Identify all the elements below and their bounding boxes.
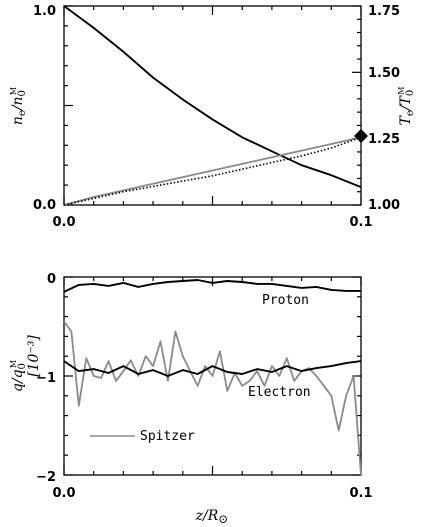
- temperature-marker-diamond: [354, 129, 368, 144]
- top-y2-tick-label: 1.00: [368, 198, 400, 213]
- spitzer-label: Spitzer: [140, 429, 195, 444]
- top-panel: 0.0 0.1 0.0 1.0 1.00 1.25 1.50 1.75 ne/n…: [9, 4, 416, 230]
- svg-text:[10⁻³]: [10⁻³]: [26, 335, 42, 377]
- top-y2-tick-label: 1.25: [368, 132, 400, 147]
- top-series: [63, 5, 368, 206]
- top-y2-axis-label: Te/T0M: [397, 87, 416, 126]
- proton-label: Proton: [262, 293, 309, 308]
- bottom-y-axis-units: [10⁻³]: [26, 335, 42, 377]
- svg-text:Te/T0M: Te/T0M: [397, 87, 416, 126]
- svg-text:z/R⊙: z/R⊙: [195, 508, 229, 526]
- top-y-axis-label: ne/n0M: [9, 87, 28, 125]
- bottom-x-tick-label: 0.0: [52, 486, 75, 501]
- top-y2-tick-label: 1.50: [368, 66, 400, 81]
- top-y2-tick-label: 1.75: [368, 4, 400, 19]
- top-series-line-0: [63, 5, 362, 188]
- svg-text:ne/n0M: ne/n0M: [9, 87, 28, 125]
- bottom-panel: 0.0 0.1 0 −1 −2 q/q0M [10⁻³] z/R⊙ Proton…: [9, 272, 373, 526]
- top-series-line-2: [63, 136, 362, 206]
- top-series-line-1: [63, 136, 362, 206]
- bottom-x-tick-label: 0.1: [349, 486, 372, 501]
- spitzer-line: [63, 320, 362, 476]
- bottom-series: [63, 279, 362, 476]
- bottom-y-tick-label: −2: [36, 470, 56, 485]
- svg-text:q/q0M: q/q0M: [9, 360, 28, 392]
- proton-line: [63, 279, 361, 293]
- top-x-tick-label: 0.1: [349, 215, 372, 230]
- top-y-tick-label: 0.0: [33, 198, 56, 213]
- top-ticks: [63, 5, 362, 206]
- bottom-y-tick-label: 0: [47, 272, 56, 287]
- top-y-tick-label: 1.0: [33, 4, 56, 19]
- bottom-ticks: [63, 276, 362, 476]
- bottom-x-axis-label: z/R⊙: [195, 508, 229, 526]
- electron-label: Electron: [248, 385, 311, 400]
- bottom-y-axis-label: q/q0M: [9, 360, 28, 392]
- bottom-y-tick-label: −1: [36, 371, 56, 386]
- top-x-tick-label: 0.0: [52, 215, 75, 230]
- electron-line: [63, 360, 362, 377]
